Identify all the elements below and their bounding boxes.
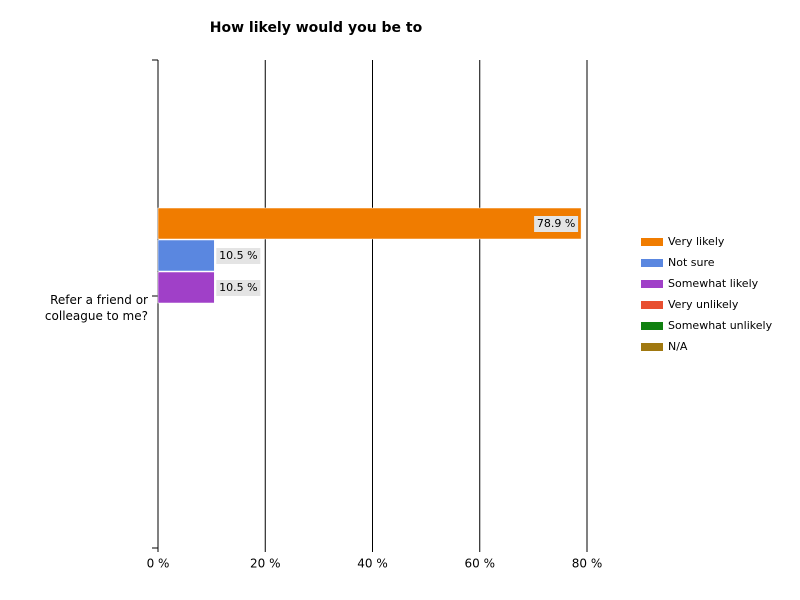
legend-label: Very likely bbox=[668, 235, 725, 248]
value-label-bg bbox=[534, 216, 579, 232]
bar bbox=[157, 207, 582, 240]
value-label: 10.5 % bbox=[219, 249, 257, 262]
x-tick-label: 80 % bbox=[572, 557, 603, 571]
legend-label: Somewhat likely bbox=[668, 277, 759, 290]
bar bbox=[157, 271, 215, 304]
x-tick-label: 60 % bbox=[465, 557, 496, 571]
x-tick-label: 0 % bbox=[147, 557, 170, 571]
value-label: 10.5 % bbox=[219, 281, 257, 294]
value-label-bg bbox=[216, 248, 261, 264]
chart-title: How likely would you be to bbox=[210, 20, 423, 36]
legend-swatch bbox=[641, 301, 663, 309]
x-tick-label: 40 % bbox=[357, 557, 388, 571]
legend-swatch bbox=[641, 238, 663, 246]
legend-swatch bbox=[641, 322, 663, 330]
legend-swatch bbox=[641, 259, 663, 267]
value-label-bg bbox=[216, 280, 261, 296]
legend-label: Somewhat unlikely bbox=[668, 319, 773, 332]
legend-swatch bbox=[641, 280, 663, 288]
legend-label: Very unlikely bbox=[668, 298, 739, 311]
y-tick-label: Refer a friend or colleague to me? bbox=[44, 293, 148, 323]
x-tick-label: 20 % bbox=[250, 557, 281, 571]
legend-swatch bbox=[641, 343, 663, 351]
value-label: 78.9 % bbox=[537, 217, 575, 230]
legend-label: N/A bbox=[668, 340, 688, 353]
bar bbox=[157, 239, 215, 272]
legend-label: Not sure bbox=[668, 256, 715, 269]
